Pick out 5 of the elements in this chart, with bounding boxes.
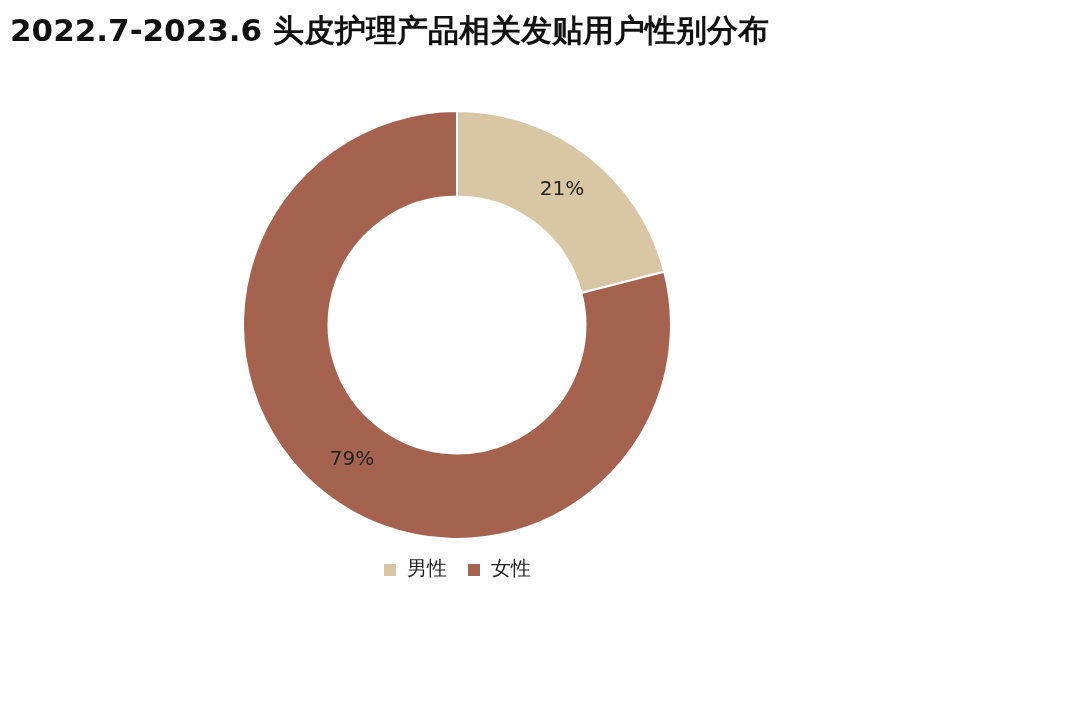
legend-label: 男性 — [407, 556, 447, 581]
legend-label: 女性 — [491, 556, 531, 581]
chart-title: 2022.7-2023.6 头皮护理产品相关发贴用户性别分布 — [10, 11, 769, 50]
data-label: 21% — [539, 175, 585, 200]
data-label: 79% — [329, 446, 375, 471]
